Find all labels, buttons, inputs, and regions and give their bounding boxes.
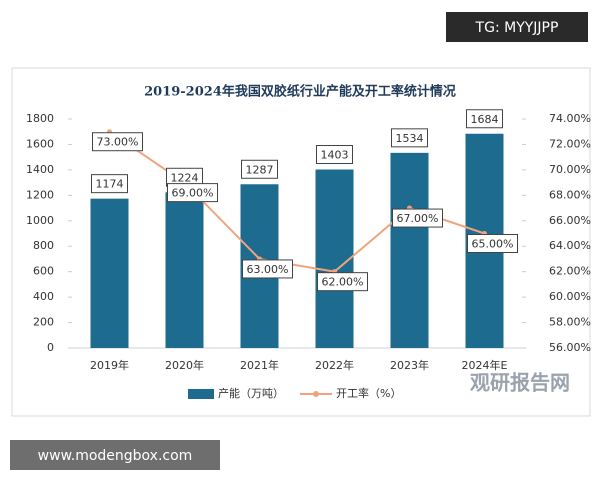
bar-value-label: 1534 [396, 132, 424, 145]
chart-title: 2019-2024年我国双胶纸行业产能及开工率统计情况 [144, 84, 456, 100]
bar-value-label-box [241, 159, 278, 179]
y2-tick-label: 74.00% [549, 112, 591, 125]
y-tick-label: 1600 [26, 137, 54, 150]
x-tick-label: 2023年 [390, 358, 429, 372]
line-value-label: 65.00% [472, 238, 514, 251]
bar-value-label: 1174 [96, 178, 124, 191]
x-tick-label: 2021年 [240, 358, 279, 372]
bar-value-label-box [91, 174, 128, 194]
y2-tick-label: 70.00% [549, 163, 591, 176]
y-tick-label: 200 [33, 316, 54, 329]
y2-tick-label: 66.00% [549, 214, 591, 227]
bar-value-label-box [391, 128, 428, 148]
watermark-box [10, 440, 220, 470]
y-tick-label: 1200 [26, 188, 54, 201]
y-tick-label: 800 [33, 239, 54, 252]
bar [390, 152, 429, 348]
bar-value-label: 1287 [246, 163, 274, 176]
watermark: TG: MYYJJPP [475, 20, 559, 36]
bar-value-label: 1684 [471, 113, 499, 126]
y-tick-label: 600 [33, 265, 54, 278]
x-tick-label: 2020年 [165, 358, 204, 372]
legend-swatch [313, 391, 319, 397]
y2-tick-label: 68.00% [549, 188, 591, 201]
bar [315, 169, 354, 348]
line-value-label-box [242, 259, 293, 279]
x-tick-label: 2019年 [90, 358, 129, 372]
y-tick-label: 1000 [26, 214, 54, 227]
line-value-label-box [92, 132, 143, 152]
line-value-label-box [317, 272, 368, 292]
line-value-label: 73.00% [97, 136, 139, 149]
line-value-label-box [392, 208, 443, 228]
y2-tick-label: 58.00% [549, 316, 591, 329]
bar [165, 192, 204, 348]
line-value-label-box [467, 234, 518, 253]
bar-value-label: 1403 [321, 149, 349, 162]
x-tick-label: 2022年 [315, 358, 354, 372]
y2-tick-label: 60.00% [549, 290, 591, 303]
line-value-label: 69.00% [172, 187, 214, 200]
bar-value-label: 1224 [171, 171, 199, 184]
legend-swatch [188, 389, 214, 399]
logo-watermark: 观研报告网 [470, 371, 570, 395]
bar [90, 198, 129, 348]
y-tick-label: 1800 [26, 112, 54, 125]
y2-tick-label: 72.00% [549, 137, 591, 150]
line-value-label: 67.00% [397, 212, 439, 225]
bar-value-label-box [316, 145, 353, 165]
y2-tick-label: 56.00% [549, 341, 591, 354]
bar-value-label-box [466, 109, 503, 129]
x-tick-label: 2024年E [462, 358, 508, 372]
line-value-label-box [167, 183, 218, 203]
y2-tick-label: 62.00% [549, 265, 591, 278]
y-tick-label: 0 [47, 341, 54, 354]
legend-label: 开工率（%） [336, 386, 401, 400]
line-value-label: 63.00% [247, 263, 289, 276]
y-tick-label: 400 [33, 290, 54, 303]
legend-label: 产能（万吨） [218, 386, 284, 400]
y2-tick-label: 64.00% [549, 239, 591, 252]
y-tick-label: 1400 [26, 163, 54, 176]
line-value-label: 62.00% [322, 276, 364, 289]
watermark: www.modengbox.com [38, 448, 193, 464]
watermark-box [446, 12, 588, 42]
